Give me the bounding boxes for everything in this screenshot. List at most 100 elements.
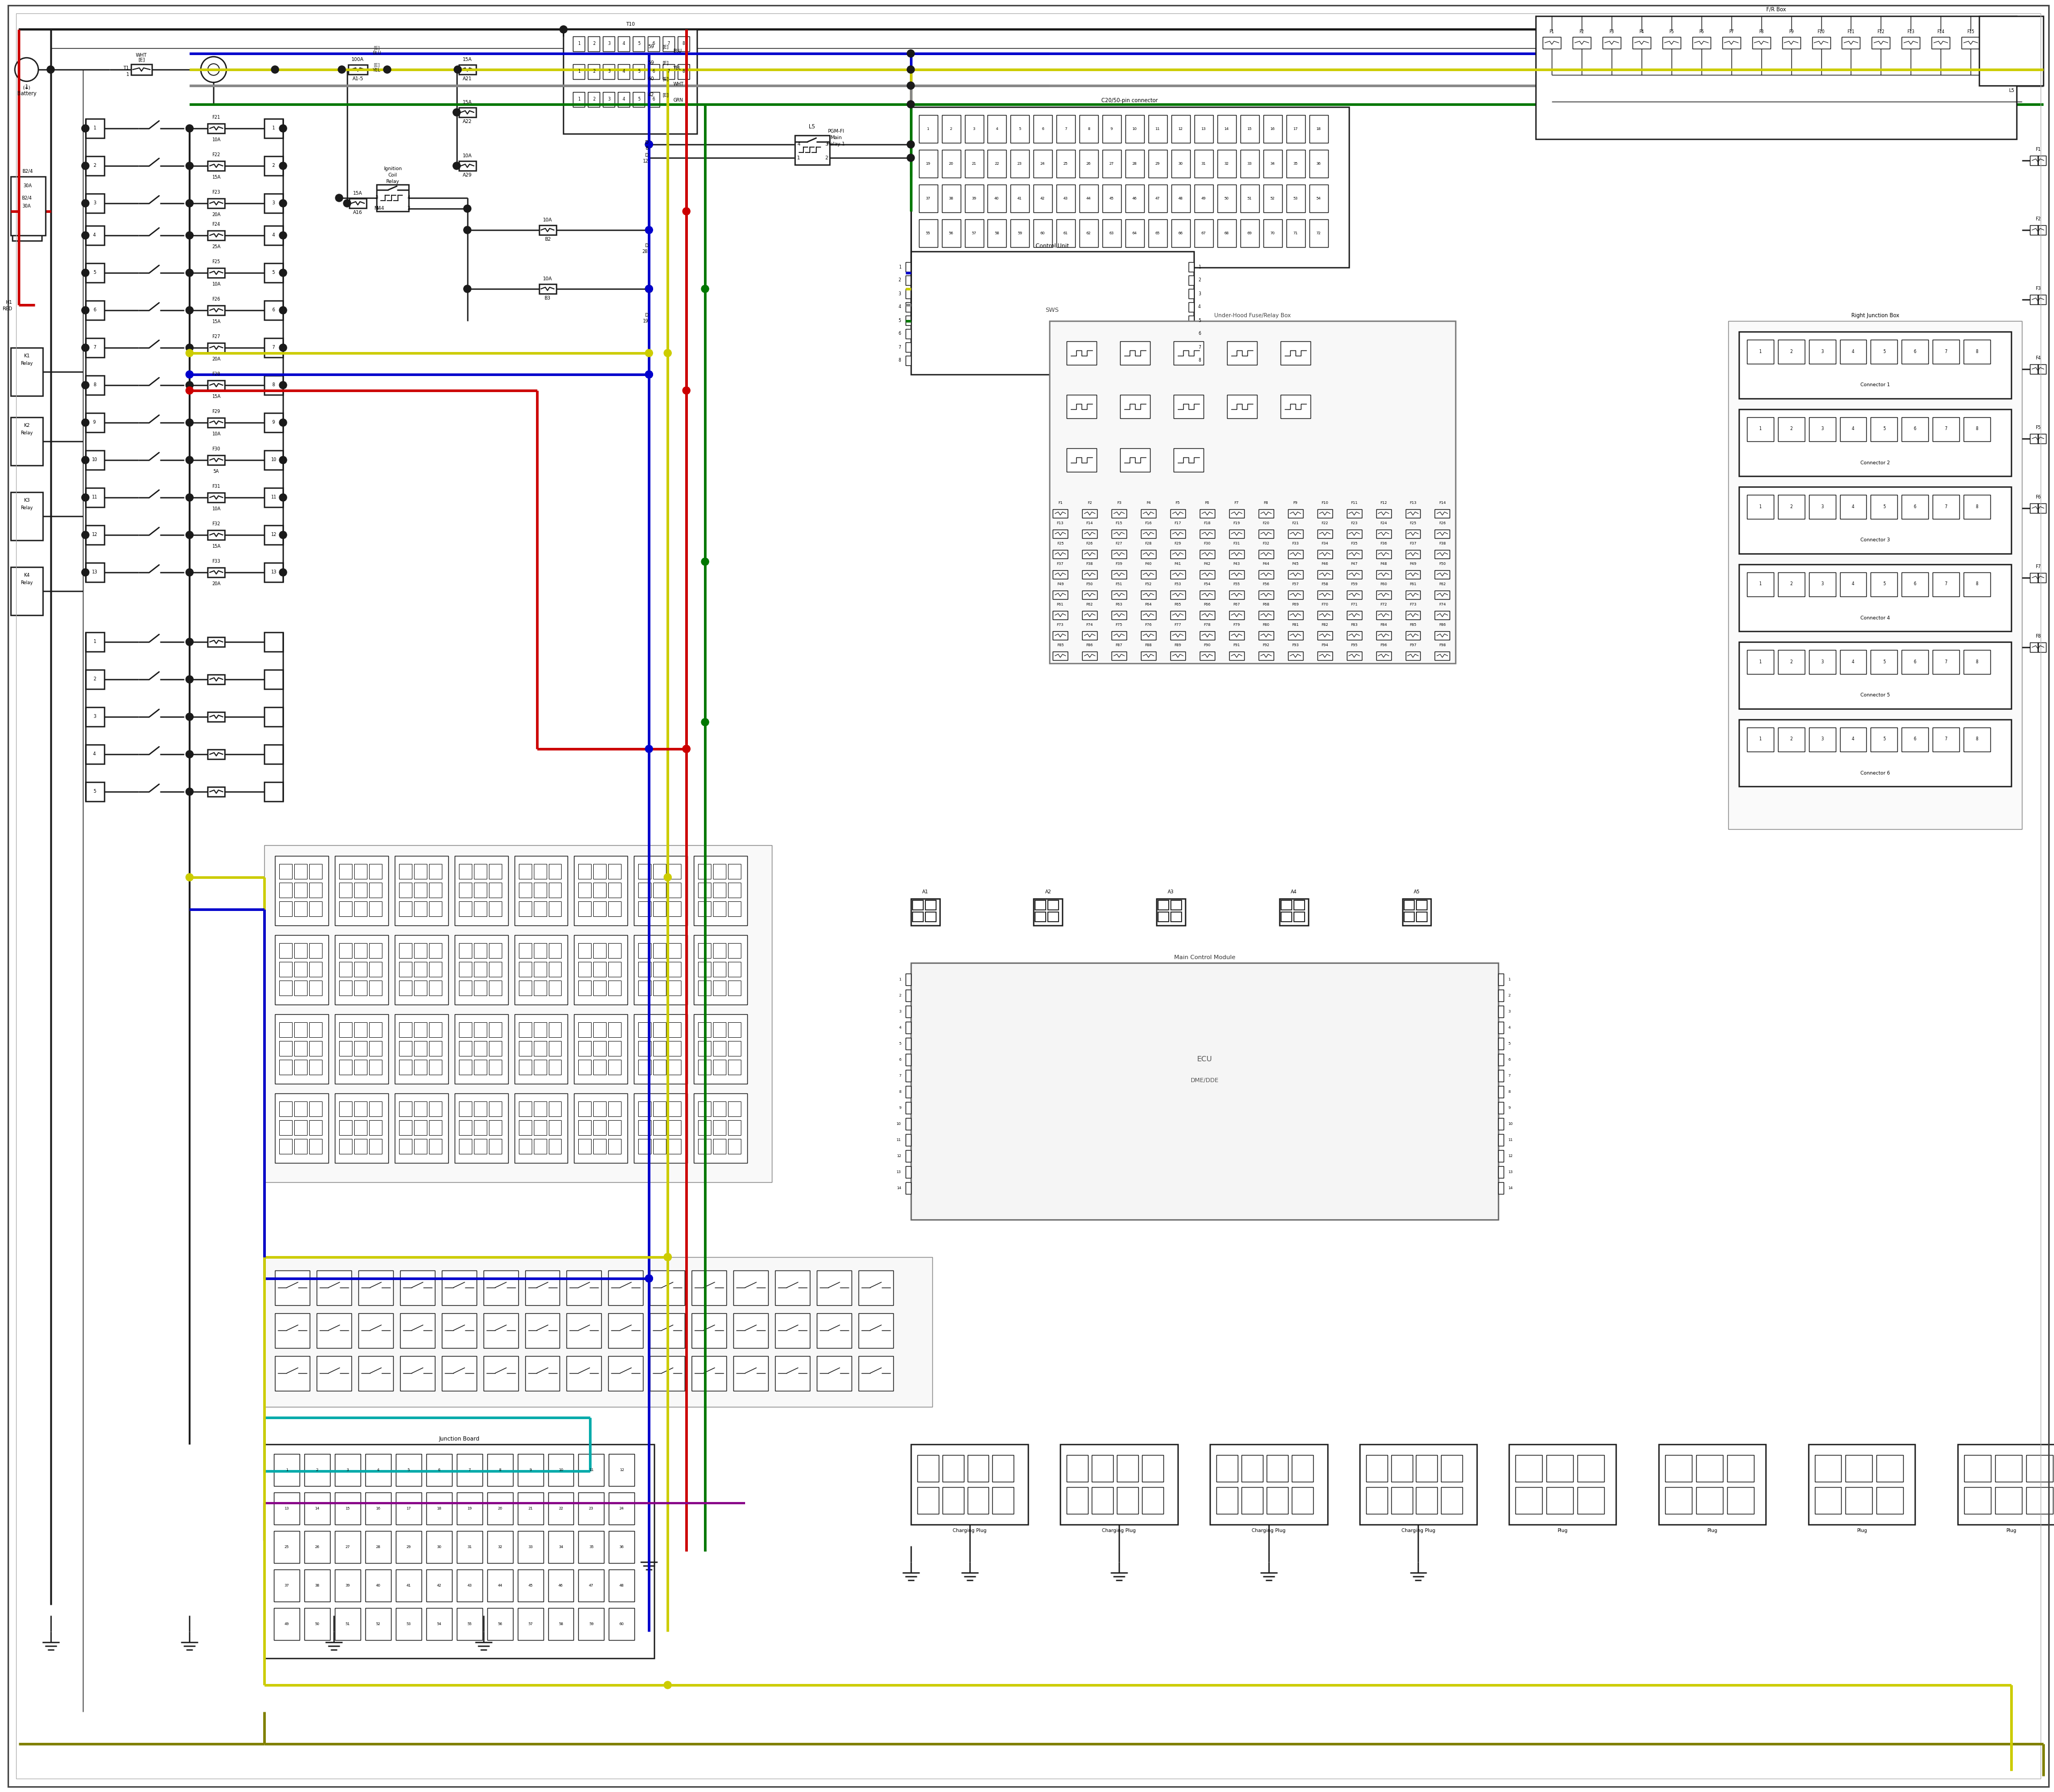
Bar [1436,611,1450,620]
Bar [442,1271,477,1305]
Bar [965,185,984,213]
Bar [401,1271,435,1305]
Text: F62: F62 [1087,602,1093,606]
Bar [394,1093,448,1163]
Text: F74: F74 [1440,602,1446,606]
Text: 1: 1 [92,125,97,131]
Circle shape [185,269,193,276]
Text: 63: 63 [1109,231,1113,235]
Bar [366,1570,390,1602]
Bar [653,864,665,878]
Text: 30: 30 [1179,161,1183,165]
Bar [1317,570,1333,579]
Bar [608,980,620,996]
Bar [518,1493,542,1525]
Bar [429,1140,442,1154]
Bar [1810,495,1836,520]
Bar [575,1014,629,1084]
Text: 15A: 15A [212,176,220,179]
Bar [608,1570,635,1602]
Bar [698,1041,711,1055]
Bar [1111,570,1126,579]
Bar [1964,340,1990,364]
Text: 8: 8 [92,383,97,387]
Text: Battery: Battery [16,91,37,97]
Bar [1376,509,1391,518]
Bar [817,1271,852,1305]
Bar [518,943,532,959]
Bar [474,1120,487,1134]
Text: 11: 11 [1154,127,1161,131]
Bar [1964,1455,1990,1482]
Text: F75: F75 [1115,624,1124,627]
Text: F25: F25 [1058,541,1064,545]
Bar [910,1444,1029,1525]
Bar [1347,652,1362,659]
Bar [575,1093,629,1163]
Text: 4: 4 [622,97,624,102]
Bar [514,935,567,1005]
Bar [649,1314,684,1348]
Bar [534,1102,546,1116]
Text: 26: 26 [314,1545,320,1548]
Text: 11: 11 [1508,1138,1514,1142]
Bar [396,1530,421,1563]
Bar [518,901,532,916]
Text: 9: 9 [271,419,275,425]
Bar [906,303,910,312]
Text: F10: F10 [1321,502,1329,504]
Text: 59: 59 [647,61,653,66]
Bar [1499,1021,1504,1034]
Bar [608,1041,620,1055]
Bar [1216,1455,1239,1482]
Text: F18: F18 [1204,521,1210,525]
Circle shape [454,161,460,170]
Bar [398,883,411,898]
Bar [339,1120,351,1134]
Bar [398,962,411,977]
Bar [265,563,283,582]
Bar [1171,115,1189,143]
Bar [207,231,224,240]
Bar [456,1453,483,1486]
Bar [265,745,283,763]
Bar [86,633,105,652]
Bar [727,901,741,916]
Text: F33: F33 [1292,541,1298,545]
Text: 33: 33 [528,1545,532,1548]
Text: F6: F6 [1206,502,1210,504]
Text: 4: 4 [1853,504,1855,509]
Bar [988,115,1006,143]
Bar [265,670,283,688]
Bar [692,1314,727,1348]
Bar [1442,1455,1462,1482]
Bar [608,1357,643,1391]
Circle shape [185,788,193,796]
Bar [1740,719,2011,787]
Circle shape [185,638,193,645]
Bar [394,935,448,1005]
Text: F69: F69 [1292,602,1298,606]
Bar [1779,418,1805,441]
Bar [534,1140,546,1154]
Bar [366,1493,390,1525]
Text: 19: 19 [926,161,930,165]
Bar [575,935,629,1005]
Bar [608,1120,620,1134]
Bar [608,1493,635,1525]
Bar [1267,1487,1288,1514]
Text: Junction Board: Junction Board [440,1435,481,1441]
Bar [713,1021,725,1038]
Bar [548,1570,573,1602]
Text: 54: 54 [438,1622,442,1625]
Bar [918,1455,939,1482]
Bar [1308,151,1329,177]
Bar [594,1059,606,1075]
Text: 52: 52 [376,1622,380,1625]
Bar [1964,495,1990,520]
Bar [635,935,688,1005]
Text: 4: 4 [1853,426,1855,432]
Bar [694,1014,748,1084]
Text: 1: 1 [900,978,902,980]
Bar [713,1102,725,1116]
